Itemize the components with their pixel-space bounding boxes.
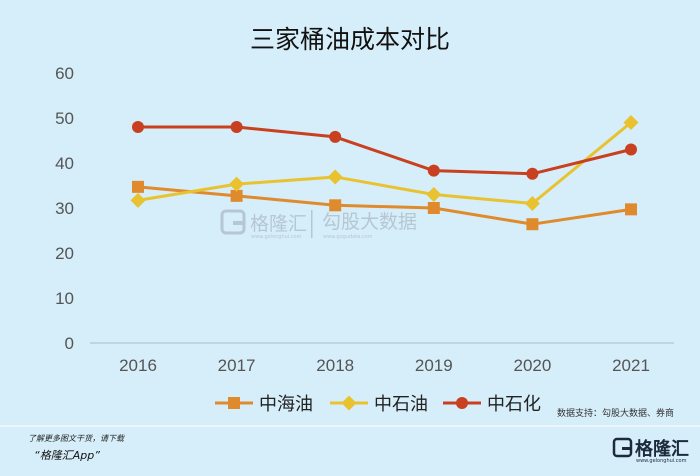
- legend-label: 中石油: [374, 394, 428, 415]
- data-point: [230, 121, 243, 133]
- data-point: [229, 176, 245, 192]
- data-point: [427, 202, 440, 214]
- data-point: [427, 164, 440, 177]
- y-tick-label: 0: [65, 334, 74, 353]
- series-1: [132, 180, 637, 231]
- x-tick-label: 2016: [119, 356, 157, 375]
- y-tick-label: 50: [55, 109, 74, 128]
- x-tick-label: 2019: [415, 356, 453, 375]
- legend-item: 中石化: [443, 394, 541, 415]
- legend-label: 中海油: [259, 394, 313, 415]
- y-tick-label: 30: [55, 199, 74, 218]
- data-point: [625, 203, 637, 216]
- watermark-partner-url: www.gogudata.com: [323, 234, 373, 240]
- data-point: [623, 115, 639, 130]
- series-line: [138, 125, 632, 176]
- series-line: [137, 185, 632, 226]
- series-line: [137, 121, 632, 205]
- data-point: [130, 192, 146, 208]
- footer-brand: 格隆汇: [635, 438, 689, 460]
- data-point: [132, 180, 144, 193]
- legend-item: 中海油: [215, 394, 313, 415]
- legend-marker: [228, 397, 240, 409]
- footer-note: 了解更多图文干货，请下载: [28, 434, 125, 443]
- y-tick-label: 60: [55, 64, 74, 83]
- legend-marker: [341, 395, 357, 411]
- x-axis: 2016 2017 2018 2019 2020 2021: [119, 356, 650, 375]
- data-point: [526, 218, 539, 231]
- watermark-logo-url: www.gelonghui.com: [251, 234, 302, 240]
- data-point: [524, 196, 540, 211]
- data-point: [327, 169, 343, 185]
- data-point: [625, 143, 637, 156]
- y-tick-label: 40: [55, 154, 74, 173]
- x-tick-label: 2020: [513, 356, 551, 375]
- legend: 中海油 中石油 中石化: [215, 394, 541, 415]
- series-2: [130, 115, 639, 211]
- watermark-logo-icon: [220, 209, 246, 235]
- data-point: [329, 130, 342, 143]
- footer-app-name: “格隆汇App”: [34, 449, 100, 462]
- data-point: [132, 121, 144, 133]
- legend-marker: [456, 397, 468, 409]
- x-tick-label: 2018: [316, 356, 354, 375]
- data-point: [526, 167, 539, 180]
- watermark-divider: [311, 210, 313, 238]
- footer-brand-url: www.gelonghui.com: [636, 458, 687, 464]
- footer: 了解更多图文干货，请下载 “格隆汇App” 格隆汇 www.gelonghui.…: [0, 425, 700, 464]
- x-tick-label: 2021: [612, 356, 650, 375]
- watermark-partner: 勾股大数据: [322, 211, 417, 233]
- series-3: [132, 121, 637, 180]
- data-point: [230, 189, 243, 202]
- y-tick-label: 10: [55, 289, 74, 308]
- data-point: [329, 199, 342, 212]
- y-axis: 0 10 20 30 40 50 60: [55, 64, 74, 353]
- y-tick-label: 20: [55, 244, 74, 263]
- chart-title: 三家桶油成本对比: [250, 25, 450, 54]
- legend-item: 中石油: [330, 394, 428, 415]
- watermark: 格隆汇 www.gelonghui.com 勾股大数据 www.gogudata…: [220, 209, 417, 240]
- x-tick-label: 2017: [218, 356, 256, 375]
- legend-label: 中石化: [487, 394, 541, 415]
- data-point: [426, 187, 442, 202]
- footer-logo-icon: [612, 437, 633, 458]
- source-note: 数据支持：勾股大数据、券商: [557, 407, 674, 419]
- watermark-logo-text: 格隆汇: [250, 213, 307, 235]
- plot-area: [130, 115, 639, 231]
